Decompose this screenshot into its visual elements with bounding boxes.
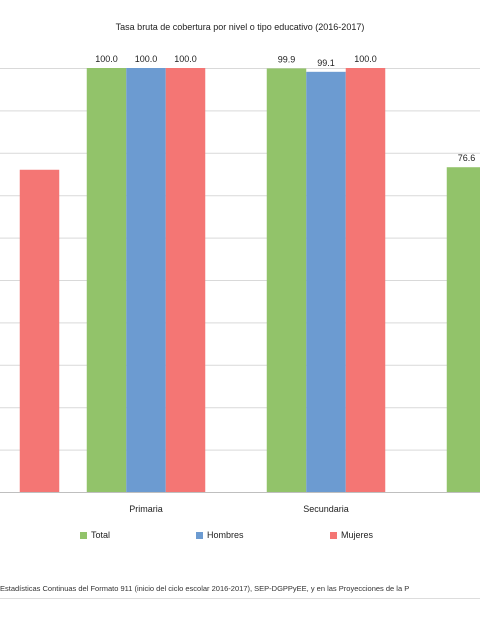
legend-swatch xyxy=(330,531,337,539)
legend-item-mujeres: Mujeres xyxy=(330,530,373,540)
footer-divider xyxy=(0,598,480,599)
legend-item-hombres: Hombres xyxy=(196,530,244,540)
bar-mujeres-secundaria xyxy=(345,68,386,492)
chart-title: Tasa bruta de cobertura por nivel o tipo… xyxy=(115,22,365,32)
legend-item-total: Total xyxy=(80,530,110,540)
legend-swatch xyxy=(80,531,87,539)
data-label: 99.9 xyxy=(278,54,296,64)
source-note: Estadísticas Continuas del Formato 911 (… xyxy=(0,584,410,593)
data-label: 76.6 xyxy=(458,153,476,163)
x-tick-label: Secundaria xyxy=(303,504,349,514)
bar-hombres-primaria xyxy=(126,68,166,492)
bar-total-media xyxy=(446,167,480,492)
bar-mujeres-left xyxy=(19,169,60,492)
legend-swatch xyxy=(196,531,203,539)
bar-mujeres-primaria xyxy=(165,68,206,492)
legend-label: Total xyxy=(91,530,111,540)
data-label: 100.0 xyxy=(174,54,197,64)
legend-label: Mujeres xyxy=(341,530,374,540)
bar-total-primaria xyxy=(86,68,127,492)
data-label: 100.0 xyxy=(95,54,118,64)
bar-total-secundaria xyxy=(266,68,307,492)
chart-area: Tasa bruta de cobertura por nivel o tipo… xyxy=(0,22,480,544)
chart-plot: 100.099.976.6100.099.17100.0100.0Primari… xyxy=(0,54,480,514)
legend-label: Hombres xyxy=(207,530,244,540)
bar-hombres-secundaria xyxy=(306,71,346,492)
data-label: 99.1 xyxy=(317,58,335,68)
x-tick-label: Primaria xyxy=(129,504,163,514)
chart-legend: Total Hombres Mujeres xyxy=(0,530,480,544)
data-label: 100.0 xyxy=(135,54,158,64)
data-label: 100.0 xyxy=(354,54,377,64)
